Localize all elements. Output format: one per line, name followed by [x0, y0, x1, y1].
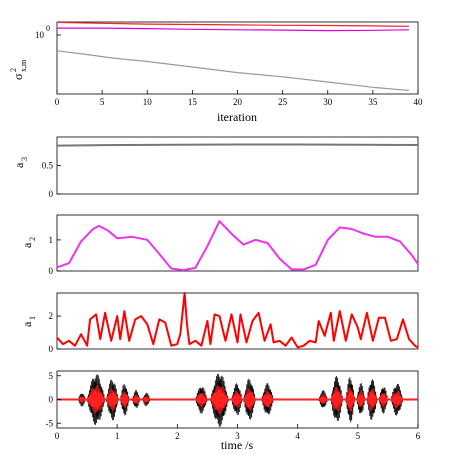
panel-a3: 00.5 a 3 — [12, 136, 419, 199]
y-tick-base: 10 — [35, 30, 45, 40]
y-tick-label: 0 — [49, 395, 54, 405]
y-axis-label-sub: 2 — [28, 237, 37, 241]
y-axis-label-base: a — [12, 162, 26, 168]
x-axis-label: time /s — [221, 438, 254, 452]
y-tick-label: 5 — [49, 371, 54, 381]
y-axis-label-sub: x,m — [19, 59, 28, 72]
y-tick-label: 0.5 — [42, 161, 54, 171]
y-tick-label: 0 — [49, 344, 54, 354]
axes-frame — [56, 292, 419, 350]
variance-line-magenta — [57, 27, 410, 32]
y-axis-label: a 1 — [20, 316, 37, 327]
y-tick-label: -5 — [46, 418, 54, 428]
panel-variance: 0 5 10 15 20 25 30 35 40 10 0 iteration σ 2 x,m — [9, 21, 423, 124]
y-axis-label-base: a — [20, 242, 34, 248]
x-ticks: 0 5 10 15 20 25 30 35 40 — [55, 90, 423, 107]
x-tick-label: 6 — [416, 431, 421, 441]
x-tick-label: 15 — [188, 97, 198, 107]
x-tick-label: 2 — [175, 431, 180, 441]
y-ticks: 02 — [49, 311, 61, 354]
y-axis-label-base: σ — [11, 73, 25, 80]
panel-a2: 01 a 2 — [20, 214, 419, 276]
x-tick-label: 0 — [55, 431, 60, 441]
x-tick-label: 5 — [100, 97, 105, 107]
y-tick-exponent: 0 — [46, 24, 50, 33]
variance-line-gray — [56, 50, 410, 91]
a1-series-line — [56, 292, 419, 349]
panel-a1: 02 a 1 — [20, 292, 419, 354]
x-tick-label: 20 — [233, 97, 243, 107]
y-tick-label: 0 — [49, 189, 54, 199]
x-tick-label: 5 — [356, 431, 361, 441]
a3-series-line — [56, 143, 419, 147]
axes-frame — [56, 214, 419, 272]
x-tick-label: 1 — [115, 431, 120, 441]
y-axis-label: σ 2 x,m — [9, 59, 28, 80]
x-tick-label: 35 — [368, 97, 378, 107]
y-axis-label-sub: 3 — [20, 157, 29, 161]
y-axis-label: a 2 — [20, 237, 37, 248]
y-tick-label: 2 — [49, 311, 54, 321]
x-axis-label: iteration — [217, 110, 257, 124]
y-tick-label: 0 — [49, 266, 54, 276]
x-tick-label: 3 — [235, 431, 240, 441]
y-tick-10e0: 10 0 — [35, 24, 61, 40]
x-tick-label: 4 — [295, 431, 300, 441]
variance-lines — [56, 21, 410, 91]
y-ticks: 00.5 — [42, 161, 61, 199]
x-ticks: 0 1 2 3 4 5 6 — [55, 424, 421, 441]
y-tick-label: 1 — [49, 235, 54, 245]
y-axis-label-sub: 1 — [28, 316, 37, 320]
x-tick-label: 0 — [55, 97, 60, 107]
y-axis-label-base: a — [20, 321, 34, 327]
x-tick-label: 10 — [143, 97, 153, 107]
variance-line-red — [56, 21, 410, 27]
y-ticks: 01 — [49, 235, 61, 276]
a2-series-line — [56, 220, 419, 272]
y-axis-label-sup: 2 — [9, 68, 18, 72]
a1-line — [56, 292, 419, 349]
x-tick-label: 25 — [278, 97, 288, 107]
waveform-estimate-line — [56, 385, 419, 415]
y-axis-label: a 3 — [12, 157, 29, 168]
a3-line — [56, 143, 419, 147]
y-ticks: -5 0 5 — [46, 371, 61, 428]
x-tick-label: 30 — [323, 97, 333, 107]
x-tick-label: 40 — [414, 97, 424, 107]
a2-line — [56, 220, 419, 272]
waveform-lines — [56, 373, 419, 427]
